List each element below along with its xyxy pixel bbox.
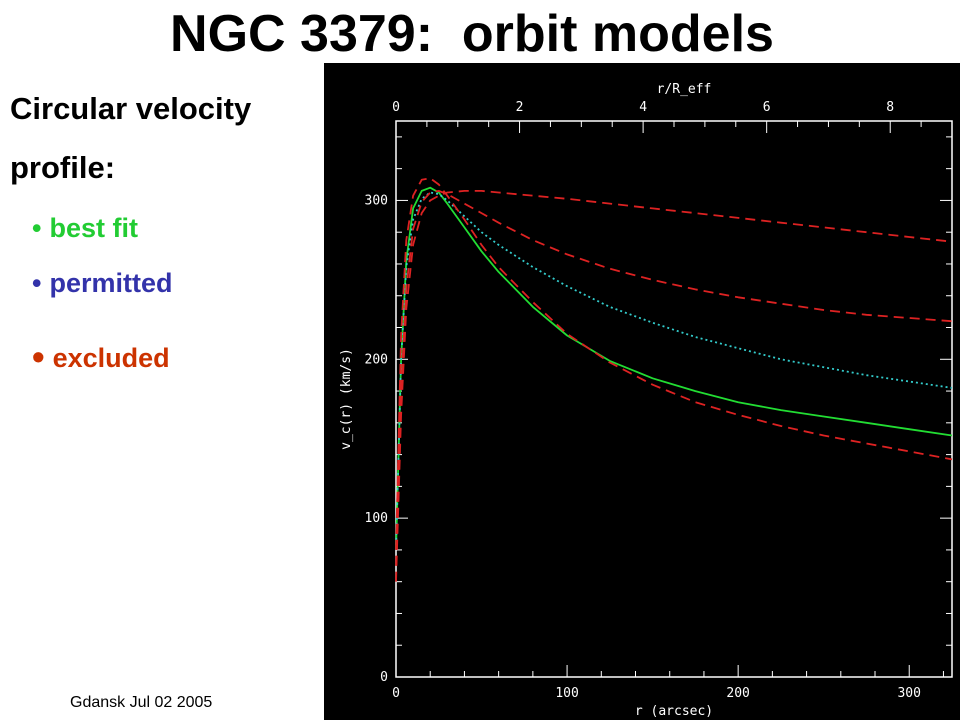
y-tick-label: 0 xyxy=(380,670,388,685)
x-tick-label: 100 xyxy=(555,686,578,701)
x-tick-label: 200 xyxy=(726,686,749,701)
series-line-1 xyxy=(395,186,953,550)
top-tick-label: 2 xyxy=(516,100,524,115)
y-tick-label: 300 xyxy=(365,193,388,208)
x-axis-label: r (arcsec) xyxy=(635,704,713,719)
legend-best-fit: • best fit xyxy=(32,213,138,244)
series-line-5 xyxy=(395,190,953,582)
series-line-4 xyxy=(395,190,953,566)
bullet-icon: • xyxy=(32,336,45,377)
slide-title: NGC 3379: orbit models xyxy=(170,5,774,63)
series-line-3 xyxy=(395,177,953,550)
top-tick-label: 4 xyxy=(639,100,647,115)
y-tick-label: 200 xyxy=(365,352,388,367)
top-tick-label: 8 xyxy=(886,100,894,115)
legend-excluded: • excluded xyxy=(32,336,170,378)
velocity-chart: 0 100 200 300 0 100 200 300 0 2 4 6 8 r (arcsec) r/R_e… xyxy=(339,82,953,719)
y-tick-label: 100 xyxy=(365,511,388,526)
top-axis-label: r/R_eff xyxy=(657,82,712,97)
heading-line-2: profile: xyxy=(10,150,116,185)
legend-label-best-fit: best fit xyxy=(49,213,138,243)
plot-frame xyxy=(395,120,953,678)
bullet-icon: • xyxy=(32,213,42,243)
top-tick-label: 6 xyxy=(763,100,771,115)
footer-date: Gdansk Jul 02 2005 xyxy=(70,694,213,711)
x-tick-label: 300 xyxy=(897,686,920,701)
y-axis-label: v_c(r) (km/s) xyxy=(339,348,354,450)
legend-label-excluded: excluded xyxy=(52,343,170,373)
series-line-2 xyxy=(395,191,953,550)
legend-permitted: • permitted xyxy=(32,268,172,299)
heading-line-1: Circular velocity xyxy=(10,91,252,126)
top-tick-label: 0 xyxy=(392,100,400,115)
bullet-icon: • xyxy=(32,268,42,298)
legend-label-permitted: permitted xyxy=(49,268,173,298)
chart-panel: 0 100 200 300 0 100 200 300 0 2 4 6 8 r (arcsec) r/R_e… xyxy=(324,63,960,720)
x-tick-label: 0 xyxy=(392,686,400,701)
